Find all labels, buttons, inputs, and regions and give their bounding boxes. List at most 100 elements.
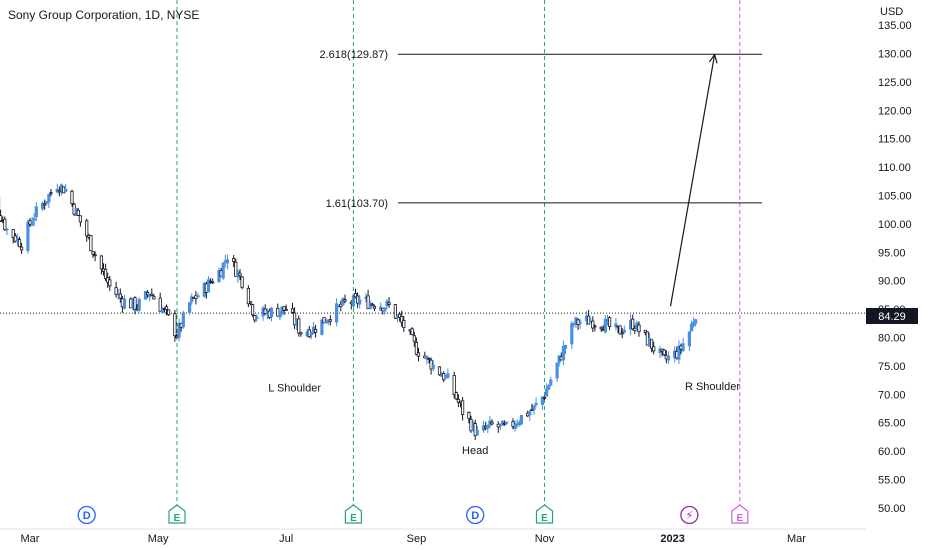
earnings-event-marker[interactable]: E (344, 504, 362, 524)
pattern-label[interactable]: Head (462, 445, 488, 457)
price-tick-label: 65.00 (878, 418, 906, 430)
pattern-label[interactable]: L Shoulder (268, 382, 321, 394)
candle-body (76, 210, 80, 216)
candle-body (549, 379, 553, 386)
candle-body (190, 296, 194, 302)
candle-body (513, 424, 517, 429)
candle-body (631, 318, 635, 330)
dividend-event-marker[interactable]: D (77, 505, 96, 525)
candle-body (122, 298, 127, 309)
candle-body (410, 328, 414, 336)
candle-body (41, 202, 45, 210)
candle-body (473, 423, 477, 437)
projection-arrow[interactable] (669, 53, 718, 307)
candle-body (542, 397, 547, 399)
candle-body (322, 317, 326, 324)
time-tick-label: Sep (407, 533, 427, 545)
candle-body (57, 190, 62, 193)
candle-body (666, 355, 671, 361)
earnings-upcoming-event-marker[interactable]: E (731, 504, 749, 524)
candle-body (150, 293, 154, 296)
event-glyph: E (174, 513, 181, 524)
price-tick-label: 130.00 (878, 49, 912, 61)
candle-body (454, 392, 458, 400)
candle-body (339, 303, 343, 307)
arrow-shaft[interactable] (669, 54, 716, 307)
candle-body (532, 405, 536, 410)
price-axis-bg (866, 0, 932, 550)
split-event-marker[interactable]: ⚡ (680, 505, 699, 525)
price-axis-unit: USD (880, 6, 903, 18)
event-glyph: E (350, 513, 357, 524)
candle-body (416, 352, 421, 357)
earnings-icon (168, 504, 186, 524)
price-tick-label: 90.00 (878, 276, 906, 288)
earnings-event-marker[interactable]: E (535, 504, 554, 524)
candle-body (313, 328, 318, 333)
candle-body (320, 319, 324, 335)
price-axis[interactable]: 135.00 130.00 125.00 120.00 115.00 110.00 105.… (878, 20, 912, 515)
candle-body (540, 396, 545, 405)
price-tick-label: 55.00 (878, 475, 906, 487)
price-tick-label: 115.00 (878, 134, 911, 146)
candle-body (545, 388, 549, 397)
price-tick-label: 110.00 (878, 162, 911, 174)
candle-body (502, 422, 507, 425)
candle-body (528, 411, 532, 416)
candle-body (593, 325, 597, 328)
candle-body (104, 268, 108, 279)
candle-body (11, 229, 15, 239)
candle-body (108, 279, 112, 287)
candle-body (246, 288, 250, 305)
pattern-label[interactable]: R Shoulder (685, 381, 740, 393)
earnings-event-marker[interactable]: E (168, 504, 186, 524)
event-glyph: E (541, 513, 548, 524)
candle-body (620, 332, 624, 335)
candle-body (431, 364, 435, 370)
candle-body (238, 272, 242, 277)
candle-body (637, 324, 641, 333)
candle-body (429, 359, 433, 370)
candle-body (196, 295, 200, 298)
candle-body (622, 329, 626, 333)
earnings-icon (344, 504, 362, 524)
annotations[interactable]: L Shoulder Head R Shoulder (268, 381, 740, 457)
candle-body (366, 295, 370, 309)
candle-body (351, 295, 356, 307)
candle-body (402, 320, 406, 328)
candle-body (240, 276, 244, 288)
candle-body (687, 331, 692, 347)
candle-body (452, 375, 456, 395)
time-axis[interactable]: Mar May Jul Sep Nov 2023 Mar (21, 533, 807, 545)
price-tick-label: 50.00 (878, 503, 906, 515)
candle-body (570, 323, 574, 345)
candle-body (160, 308, 164, 313)
candle-body (145, 292, 150, 296)
time-tick-label: Mar (787, 533, 806, 545)
candle-body (587, 315, 591, 325)
price-tick-label: 135.00 (878, 20, 912, 32)
candle-body (290, 308, 295, 313)
fib-levels[interactable]: 2.618(129.87) 1.61(103.70) (320, 49, 763, 210)
candle-body (446, 373, 450, 379)
arrow-head[interactable] (708, 53, 718, 64)
candle-body (93, 254, 97, 257)
split-icon (680, 505, 699, 525)
candle-body (49, 192, 53, 195)
time-tick-label: 2023 (660, 533, 684, 545)
candle-body (490, 421, 494, 425)
candle-body (26, 221, 30, 252)
candle-body (248, 301, 253, 304)
price-tick-label: 105.00 (878, 191, 912, 203)
candle-body (47, 193, 51, 203)
candle-body (650, 339, 654, 349)
candle-body (383, 307, 387, 312)
event-markers[interactable]: D E D E E ⚡ E (77, 504, 749, 525)
price-tick-label: 80.00 (878, 333, 906, 345)
dividend-event-marker[interactable]: D (466, 505, 485, 525)
candle-body (278, 311, 282, 318)
price-tick-label: 95.00 (878, 247, 906, 259)
candle-body (250, 304, 255, 316)
candle-body (137, 298, 141, 311)
